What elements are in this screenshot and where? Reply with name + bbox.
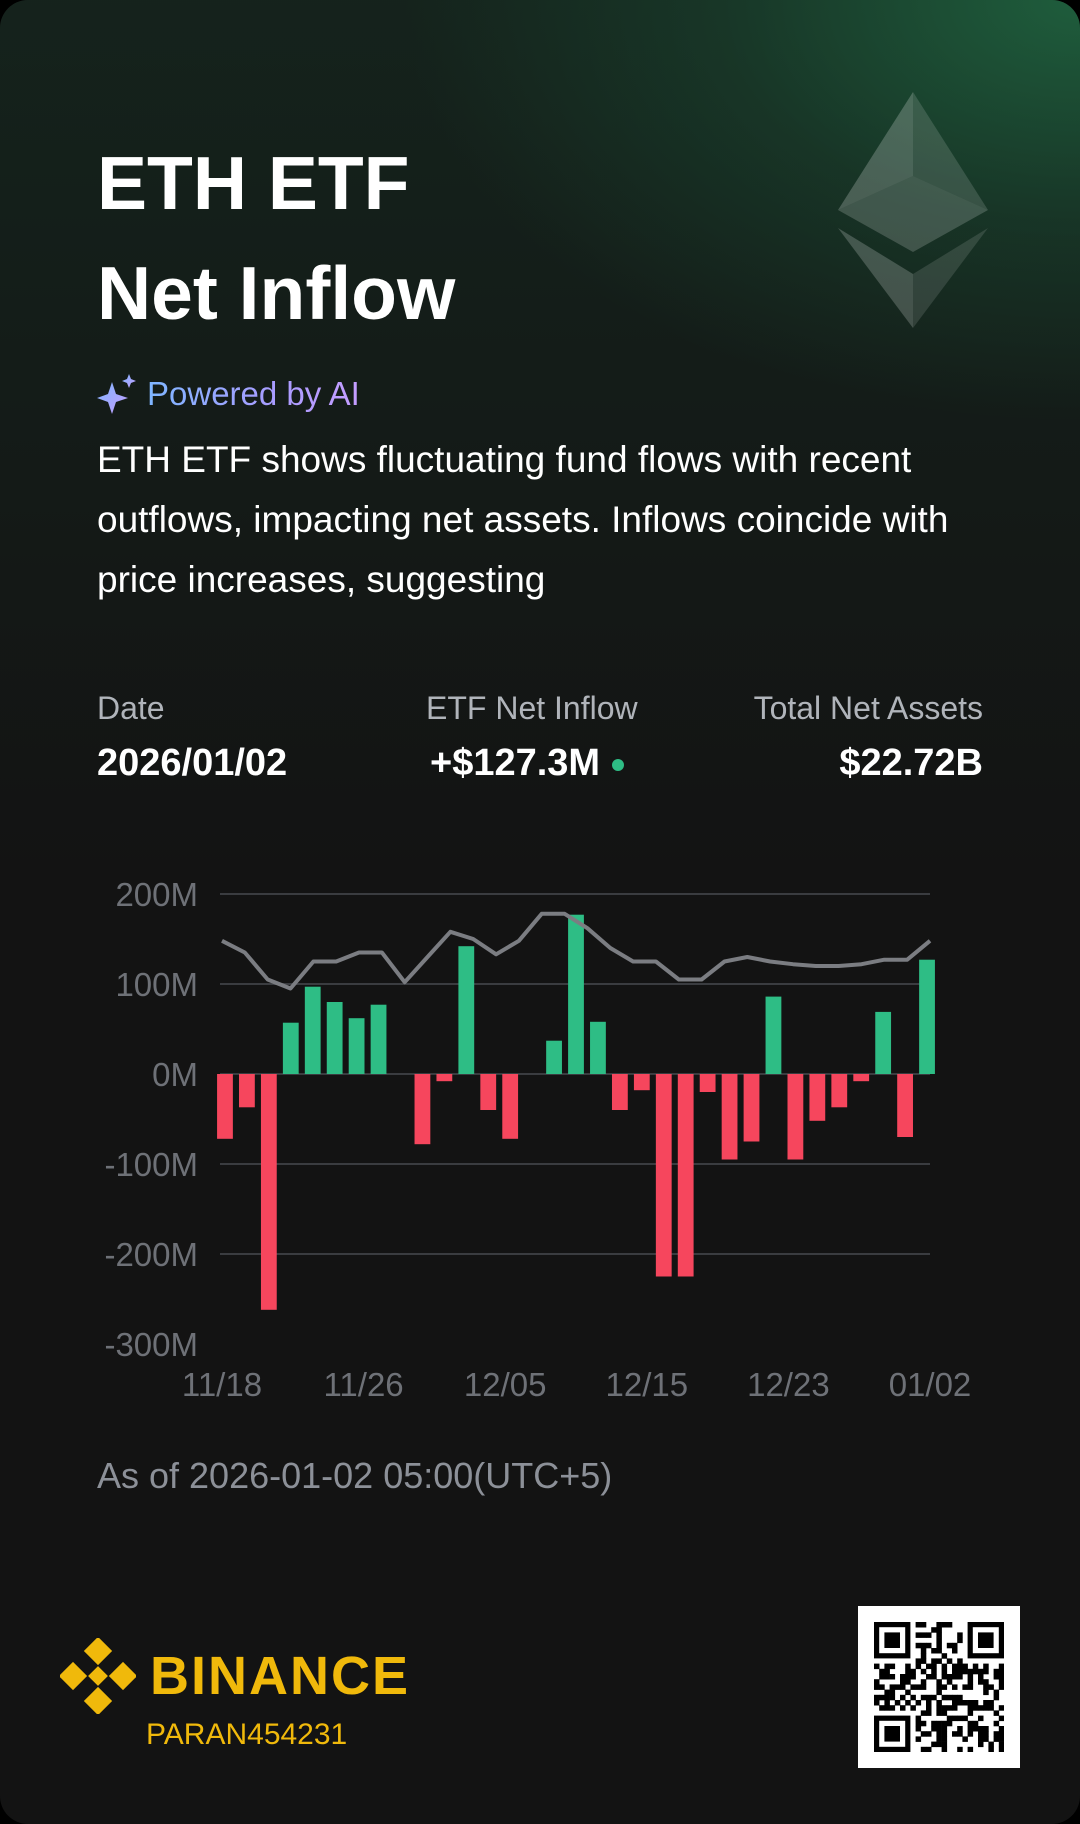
bar (239, 1074, 255, 1108)
powered-by-ai: Powered by AI (97, 372, 360, 416)
y-tick-label: 200M (115, 876, 198, 913)
total-assets-line (221, 911, 932, 991)
date-label: Date (97, 690, 165, 726)
sparkle-icon (97, 374, 136, 414)
positive-indicator-dot (612, 758, 625, 771)
x-tick-label: 12/05 (464, 1366, 547, 1403)
assets-label: Total Net Assets (753, 690, 983, 726)
ethereum-logo-icon (838, 92, 988, 328)
powered-by-label: Powered by AI (147, 375, 360, 412)
bar (831, 1074, 848, 1108)
bar (370, 1004, 387, 1074)
bar (655, 1074, 672, 1277)
inflow-value: +$127.3M (430, 742, 601, 784)
binance-logo-icon (60, 1638, 136, 1714)
x-tick-label: 12/23 (747, 1366, 830, 1403)
bar (875, 1011, 892, 1074)
bar (217, 1074, 233, 1139)
x-tick-label: 11/26 (324, 1366, 404, 1403)
bar (502, 1074, 519, 1139)
bar (633, 1074, 650, 1091)
y-tick-label: -300M (104, 1326, 198, 1363)
y-tick-label: -200M (104, 1236, 198, 1273)
bar (809, 1074, 826, 1121)
title-line-2: Net Inflow (97, 251, 456, 335)
assets-value: $22.72B (839, 742, 983, 784)
y-tick-label: 100M (115, 966, 198, 1003)
bar (853, 1074, 870, 1082)
bar (282, 1022, 299, 1074)
x-tick-label: 11/18 (182, 1366, 262, 1403)
referral-code: PARAN454231 (146, 1718, 348, 1751)
bar (568, 914, 584, 1074)
qr-code-icon (874, 1622, 1004, 1752)
qr-code[interactable] (858, 1606, 1020, 1768)
bar (611, 1074, 628, 1110)
bar (677, 1074, 694, 1277)
y-tick-label: -100M (104, 1146, 198, 1183)
x-tick-label: 12/15 (606, 1366, 689, 1403)
binance-brand: BINANCE (60, 1638, 410, 1714)
bar (787, 1074, 804, 1160)
bar (436, 1074, 453, 1082)
date-value: 2026/01/02 (97, 742, 288, 784)
inflow-value-wrap: +$127.3M (430, 742, 625, 785)
brand-name: BINANCE (150, 1646, 411, 1706)
bar (304, 986, 321, 1074)
bar (414, 1074, 431, 1145)
bar (919, 959, 935, 1074)
bar (590, 1021, 606, 1074)
bar (458, 946, 475, 1074)
bar (765, 996, 782, 1074)
as-of-timestamp: As of 2026-01-02 05:00(UTC+5) (97, 1455, 613, 1496)
inflow-label: ETF Net Inflow (426, 690, 638, 726)
y-tick-label: 0M (152, 1056, 198, 1093)
bar (546, 1040, 562, 1074)
ai-summary: ETH ETF shows fluctuating fund flows wit… (97, 439, 949, 600)
bar (480, 1074, 497, 1110)
bar (721, 1074, 738, 1160)
bar (897, 1074, 913, 1137)
bar (699, 1074, 716, 1092)
bar (743, 1074, 760, 1142)
title-line-1: ETH ETF (97, 141, 410, 225)
x-tick-label: 01/02 (889, 1366, 972, 1403)
bar (348, 1018, 365, 1074)
bar (326, 1002, 343, 1074)
bar (260, 1074, 277, 1310)
page-title: ETH ETF Net Inflow (97, 128, 455, 348)
